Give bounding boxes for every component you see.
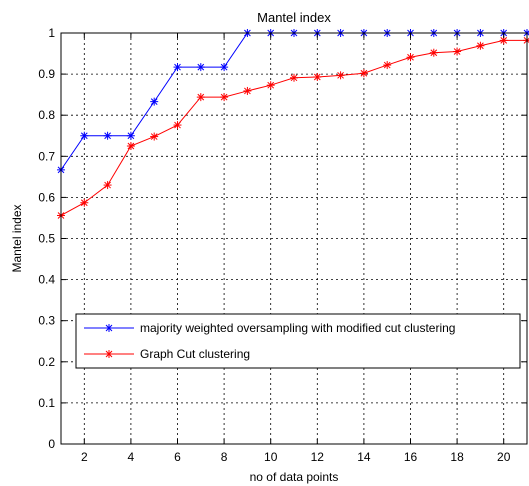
series-0-point (80, 131, 89, 140)
legend: majority weighted oversampling with modi… (75, 313, 521, 369)
y-tick-label: 0.6 (38, 190, 55, 204)
series-1-point (126, 142, 135, 151)
series-1-point (406, 53, 415, 62)
x-tick-label: 16 (404, 450, 418, 464)
x-axis-label: no of data points (250, 470, 339, 484)
legend-box (75, 313, 521, 369)
series-layer (57, 29, 529, 220)
series-1-point (336, 71, 345, 80)
grid (61, 33, 527, 444)
series-1-point (290, 73, 298, 82)
legend-marker (105, 324, 113, 332)
y-tick-label: 1 (48, 26, 55, 40)
x-tick-label: 6 (174, 450, 181, 464)
series-0-point (126, 131, 135, 140)
series-0-point (150, 97, 159, 106)
series-1-point (476, 41, 485, 50)
series-1-point (383, 61, 392, 70)
series-1-point (313, 72, 322, 81)
x-tick-label: 14 (357, 450, 371, 464)
x-tick-label: 12 (311, 450, 325, 464)
series-1-point (150, 132, 159, 141)
series-1-point (266, 81, 275, 90)
x-tick-label: 2 (81, 450, 88, 464)
legend-marker (105, 350, 113, 358)
y-tick-label: 0.8 (38, 108, 55, 122)
legend-label: majority weighted oversampling with modi… (140, 321, 455, 335)
y-tick-label: 0 (48, 437, 55, 451)
series-0-point (173, 63, 182, 72)
y-tick-label: 0.3 (38, 314, 55, 328)
series-1-point (429, 48, 438, 57)
x-tick-label: 4 (128, 450, 135, 464)
series-0-point (196, 63, 205, 72)
y-axis-label: Mantel index (10, 204, 24, 272)
x-tick-label: 8 (221, 450, 228, 464)
series-1-point (243, 86, 252, 95)
series-1-point (220, 93, 229, 102)
y-tick-label: 0.4 (38, 273, 55, 287)
y-tick-label: 0.9 (38, 67, 55, 81)
x-tick-label: 18 (450, 450, 464, 464)
series-0-point (220, 63, 229, 72)
y-tick-label: 0.5 (38, 232, 55, 246)
axis-ticks: 2 4 6 8 10 12 14 16 18 20 0 0.1 0.2 0.3 0.4 0.5 0.6 0.7 0.… (38, 26, 527, 464)
series-0-point (103, 131, 112, 140)
series-1-point (196, 93, 205, 102)
series-1-point (103, 181, 112, 190)
series-1-point (173, 121, 182, 130)
series-1-point (80, 198, 89, 207)
y-tick-label: 0.2 (38, 355, 55, 369)
legend-label: Graph Cut clustering (140, 347, 250, 361)
y-tick-label: 0.7 (38, 149, 55, 163)
series-1-point (359, 69, 368, 78)
y-tick-label: 0.1 (38, 396, 55, 410)
chart-title: Mantel index (257, 10, 331, 25)
x-tick-label: 20 (497, 450, 511, 464)
series-1-point (453, 47, 462, 56)
x-tick-label: 10 (264, 450, 278, 464)
